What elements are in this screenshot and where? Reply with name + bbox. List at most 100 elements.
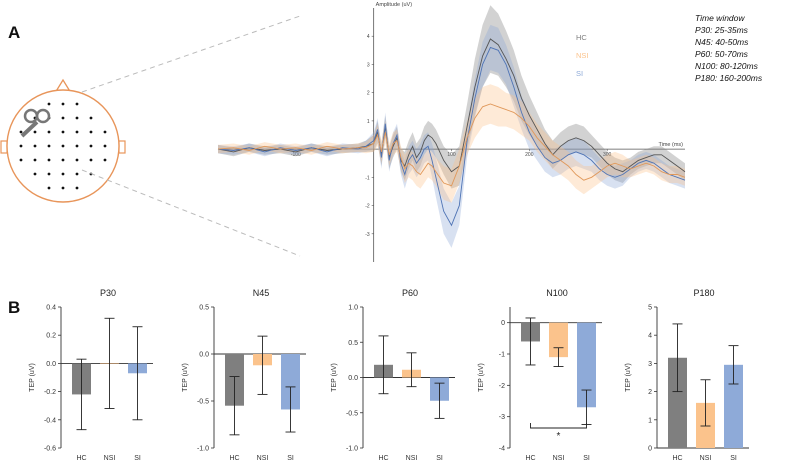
x-tick-label: NSI: [104, 455, 116, 462]
electrode-dot: [75, 130, 79, 134]
electrode-dot: [19, 144, 23, 148]
series-line-nsi: [217, 103, 686, 187]
panel-label-a: A: [8, 23, 20, 42]
electrode-dot: [33, 158, 37, 162]
chart-title: P30: [100, 288, 116, 298]
y-tick-label: -0.5: [346, 410, 358, 417]
time-window-item: P180: 160-200ms: [695, 73, 763, 83]
head-nose: [54, 78, 72, 94]
tms-coil-icon: [20, 108, 51, 138]
electrode-dot: [61, 102, 65, 106]
electrode-dot: [61, 130, 65, 134]
y-axis-label: Amplitude (uV): [376, 2, 413, 8]
y-axis-label: TEP (uV): [331, 363, 338, 392]
x-tick-label: NSI: [553, 455, 565, 462]
x-tick-label: HC: [672, 455, 682, 462]
zoom-guide-bottom: [81, 169, 301, 257]
x-tick-label: NSI: [257, 455, 269, 462]
bar-nsi: [549, 322, 568, 358]
y-tick-label: 1.0: [348, 305, 358, 312]
chart-title: P60: [402, 288, 418, 298]
y-tick-label: 1: [648, 417, 652, 424]
y-tick-label: 2: [648, 389, 652, 396]
y-tick-label: 4: [367, 34, 370, 40]
y-tick-label: 4: [648, 333, 652, 340]
electrode-dot: [33, 130, 37, 134]
y-tick-label: -0.2: [44, 389, 56, 396]
electrode-dot: [33, 144, 37, 148]
significance-star: *: [557, 431, 561, 442]
x-tick-label: HC: [76, 455, 86, 462]
zoom-guide-top: [81, 15, 301, 93]
x-tick-label: NSI: [700, 455, 712, 462]
time-window-item: P30: 25-35ms: [695, 25, 749, 35]
x-tick-label: 200: [525, 152, 534, 158]
y-tick-label: 3: [367, 62, 370, 68]
y-tick-label: 0.2: [46, 333, 56, 340]
head-ear-left: [0, 140, 8, 154]
electrode-dot: [89, 144, 93, 148]
electrode-dot: [75, 172, 79, 176]
y-tick-label: 3: [648, 361, 652, 368]
bar-chart-p60: P60 -1.0 -0.5 0.0 0.5 1.0 TEP (uV) HC NSI SI: [331, 288, 455, 462]
electrode-dot: [75, 102, 79, 106]
y-axis-label: TEP (uV): [29, 363, 36, 392]
y-tick-label: -1.0: [197, 446, 209, 453]
electrode-dot: [75, 144, 79, 148]
y-axis-label: TEP (uV): [182, 363, 189, 392]
electrode-dot: [47, 186, 51, 190]
chart-title: N45: [253, 288, 270, 298]
electrode-dot: [47, 144, 51, 148]
y-tick-label: 1: [367, 119, 370, 125]
ci-band-hc: [218, 5, 685, 189]
x-tick-label: -100: [291, 152, 301, 158]
x-tick-label: HC: [525, 455, 535, 462]
electrode-dot: [61, 186, 65, 190]
legend-si: SI: [576, 69, 583, 78]
electrode-dot: [103, 144, 107, 148]
x-tick-label: HC: [378, 455, 388, 462]
bar-si: [577, 322, 596, 408]
electrode-dot: [89, 130, 93, 134]
ci-band-nsi: [218, 84, 685, 203]
y-tick-label: -0.6: [44, 446, 56, 453]
electrode-dot: [103, 130, 107, 134]
electrode-dot: [47, 158, 51, 162]
electrode-dot: [19, 130, 23, 134]
electrode-dot: [19, 158, 23, 162]
y-tick-label: 0.5: [348, 340, 358, 347]
electrode-dot: [75, 186, 79, 190]
y-tick-label: 0: [501, 320, 505, 327]
legend-nsi: NSI: [576, 51, 589, 60]
electrode-dot: [47, 130, 51, 134]
electrode-dot: [89, 116, 93, 120]
y-tick-label: 0.4: [46, 305, 56, 312]
y-tick-label: -1: [499, 352, 505, 359]
electrode-dot: [61, 144, 65, 148]
y-axis-label: TEP (uV): [625, 363, 632, 392]
electrode-dot: [103, 158, 107, 162]
y-tick-label: 0.0: [199, 352, 209, 359]
y-tick-label: -3: [499, 414, 505, 421]
y-tick-label: -0.5: [197, 399, 209, 406]
chart-title: N100: [546, 288, 568, 298]
x-tick-label: HC: [229, 455, 239, 462]
electrode-dot: [61, 172, 65, 176]
x-tick-label: 300: [603, 152, 612, 158]
time-window-item: N100: 80-120ms: [695, 61, 759, 71]
x-tick-label: 100: [447, 152, 456, 158]
bar-si: [281, 354, 300, 410]
electrode-dot: [61, 158, 65, 162]
bar-hc: [668, 357, 687, 448]
time-window-title: Time window: [695, 13, 745, 23]
head-electrode-map-icon: [0, 78, 126, 203]
tep-waveform-chart: -3 -2 -1 1 2 3 4 -100 100 200 300 Amplitude (uV) Tim…: [217, 2, 686, 262]
x-tick-label: SI: [287, 455, 294, 462]
y-tick-label: -1.0: [346, 446, 358, 453]
panel-label-b: B: [8, 298, 20, 317]
y-tick-label: 0: [648, 446, 652, 453]
bar-chart-p30: P30 -0.6 -0.4 -0.2 0.0 0.2 0.4 TEP (uV) HC NSI SI: [29, 288, 153, 462]
electrode-dot: [75, 158, 79, 162]
